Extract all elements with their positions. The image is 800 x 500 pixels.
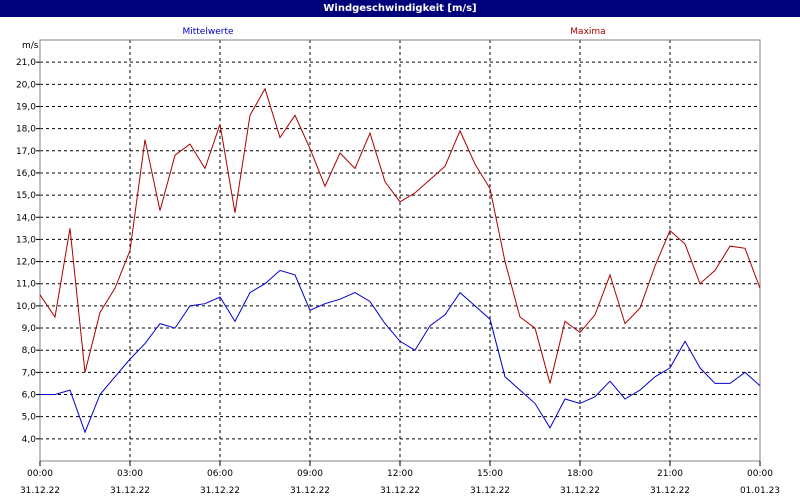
y-tick-label: 14,0 — [16, 213, 36, 223]
y-tick-label: 21,0 — [16, 58, 36, 68]
y-tick-label: 16,0 — [16, 169, 36, 179]
y-tick-label: 9,0 — [22, 324, 37, 334]
x-tick-label-date: 31.12.22 — [560, 486, 600, 496]
x-tick-label-date: 31.12.22 — [20, 486, 60, 496]
x-tick-label-date: 31.12.22 — [380, 486, 420, 496]
x-axis: 00:00 31.12.22 03:00 31.12.22 06:00 31.12.22 0… — [20, 461, 780, 496]
x-tick-label-time: 15:00 — [477, 469, 503, 479]
x-tick-label-date: 01.01.23 — [740, 486, 780, 496]
x-tick-label-time: 12:00 — [387, 469, 413, 479]
y-tick-label: 15,0 — [16, 191, 36, 201]
y-tick-label: 10,0 — [16, 302, 36, 312]
y-tick-label: 7,0 — [22, 368, 37, 378]
y-axis: 4,0 5,0 6,0 7,0 8,0 9,0 10,0 11,0 12,0 13,0 14,0 15… — [16, 58, 40, 445]
y-tick-label: 19,0 — [16, 102, 36, 112]
y-tick-label: 5,0 — [22, 413, 37, 423]
legend-mittelwerte: Mittelwerte — [182, 27, 233, 37]
x-tick-label-date: 31.12.22 — [470, 486, 510, 496]
y-tick-label: 6,0 — [22, 391, 37, 401]
x-tick-label-date: 31.12.22 — [200, 486, 240, 496]
y-axis-label: m/s — [22, 41, 39, 51]
x-tick-label-time: 09:00 — [297, 469, 323, 479]
y-tick-label: 8,0 — [22, 346, 37, 356]
series-line-mittelwerte — [40, 269, 761, 434]
y-tick-label: 13,0 — [16, 235, 36, 245]
y-tick-label: 17,0 — [16, 147, 36, 157]
chart-title: Windgeschwindigkeit [m/s] — [0, 0, 800, 17]
y-tick-label: 12,0 — [16, 258, 36, 268]
x-tick-label-time: 21:00 — [657, 469, 683, 479]
x-tick-label-time: 00:00 — [27, 469, 53, 479]
legend-maxima: Maxima — [570, 27, 605, 37]
y-tick-label: 4,0 — [22, 435, 37, 445]
y-tick-label: 20,0 — [16, 80, 36, 90]
y-tick-label: 18,0 — [16, 125, 36, 135]
series-layer — [39, 87, 761, 434]
x-tick-label-time: 06:00 — [207, 469, 233, 479]
x-tick-label-date: 31.12.22 — [650, 486, 690, 496]
grid — [40, 40, 760, 461]
x-tick-label-date: 31.12.22 — [290, 486, 330, 496]
y-tick-label: 11,0 — [16, 280, 36, 290]
x-tick-label-time: 18:00 — [567, 469, 593, 479]
x-tick-label-time: 00:00 — [747, 469, 773, 479]
x-tick-label-date: 31.12.22 — [110, 486, 150, 496]
series-line-maxima — [39, 87, 761, 384]
x-tick-label-time: 03:00 — [117, 469, 143, 479]
